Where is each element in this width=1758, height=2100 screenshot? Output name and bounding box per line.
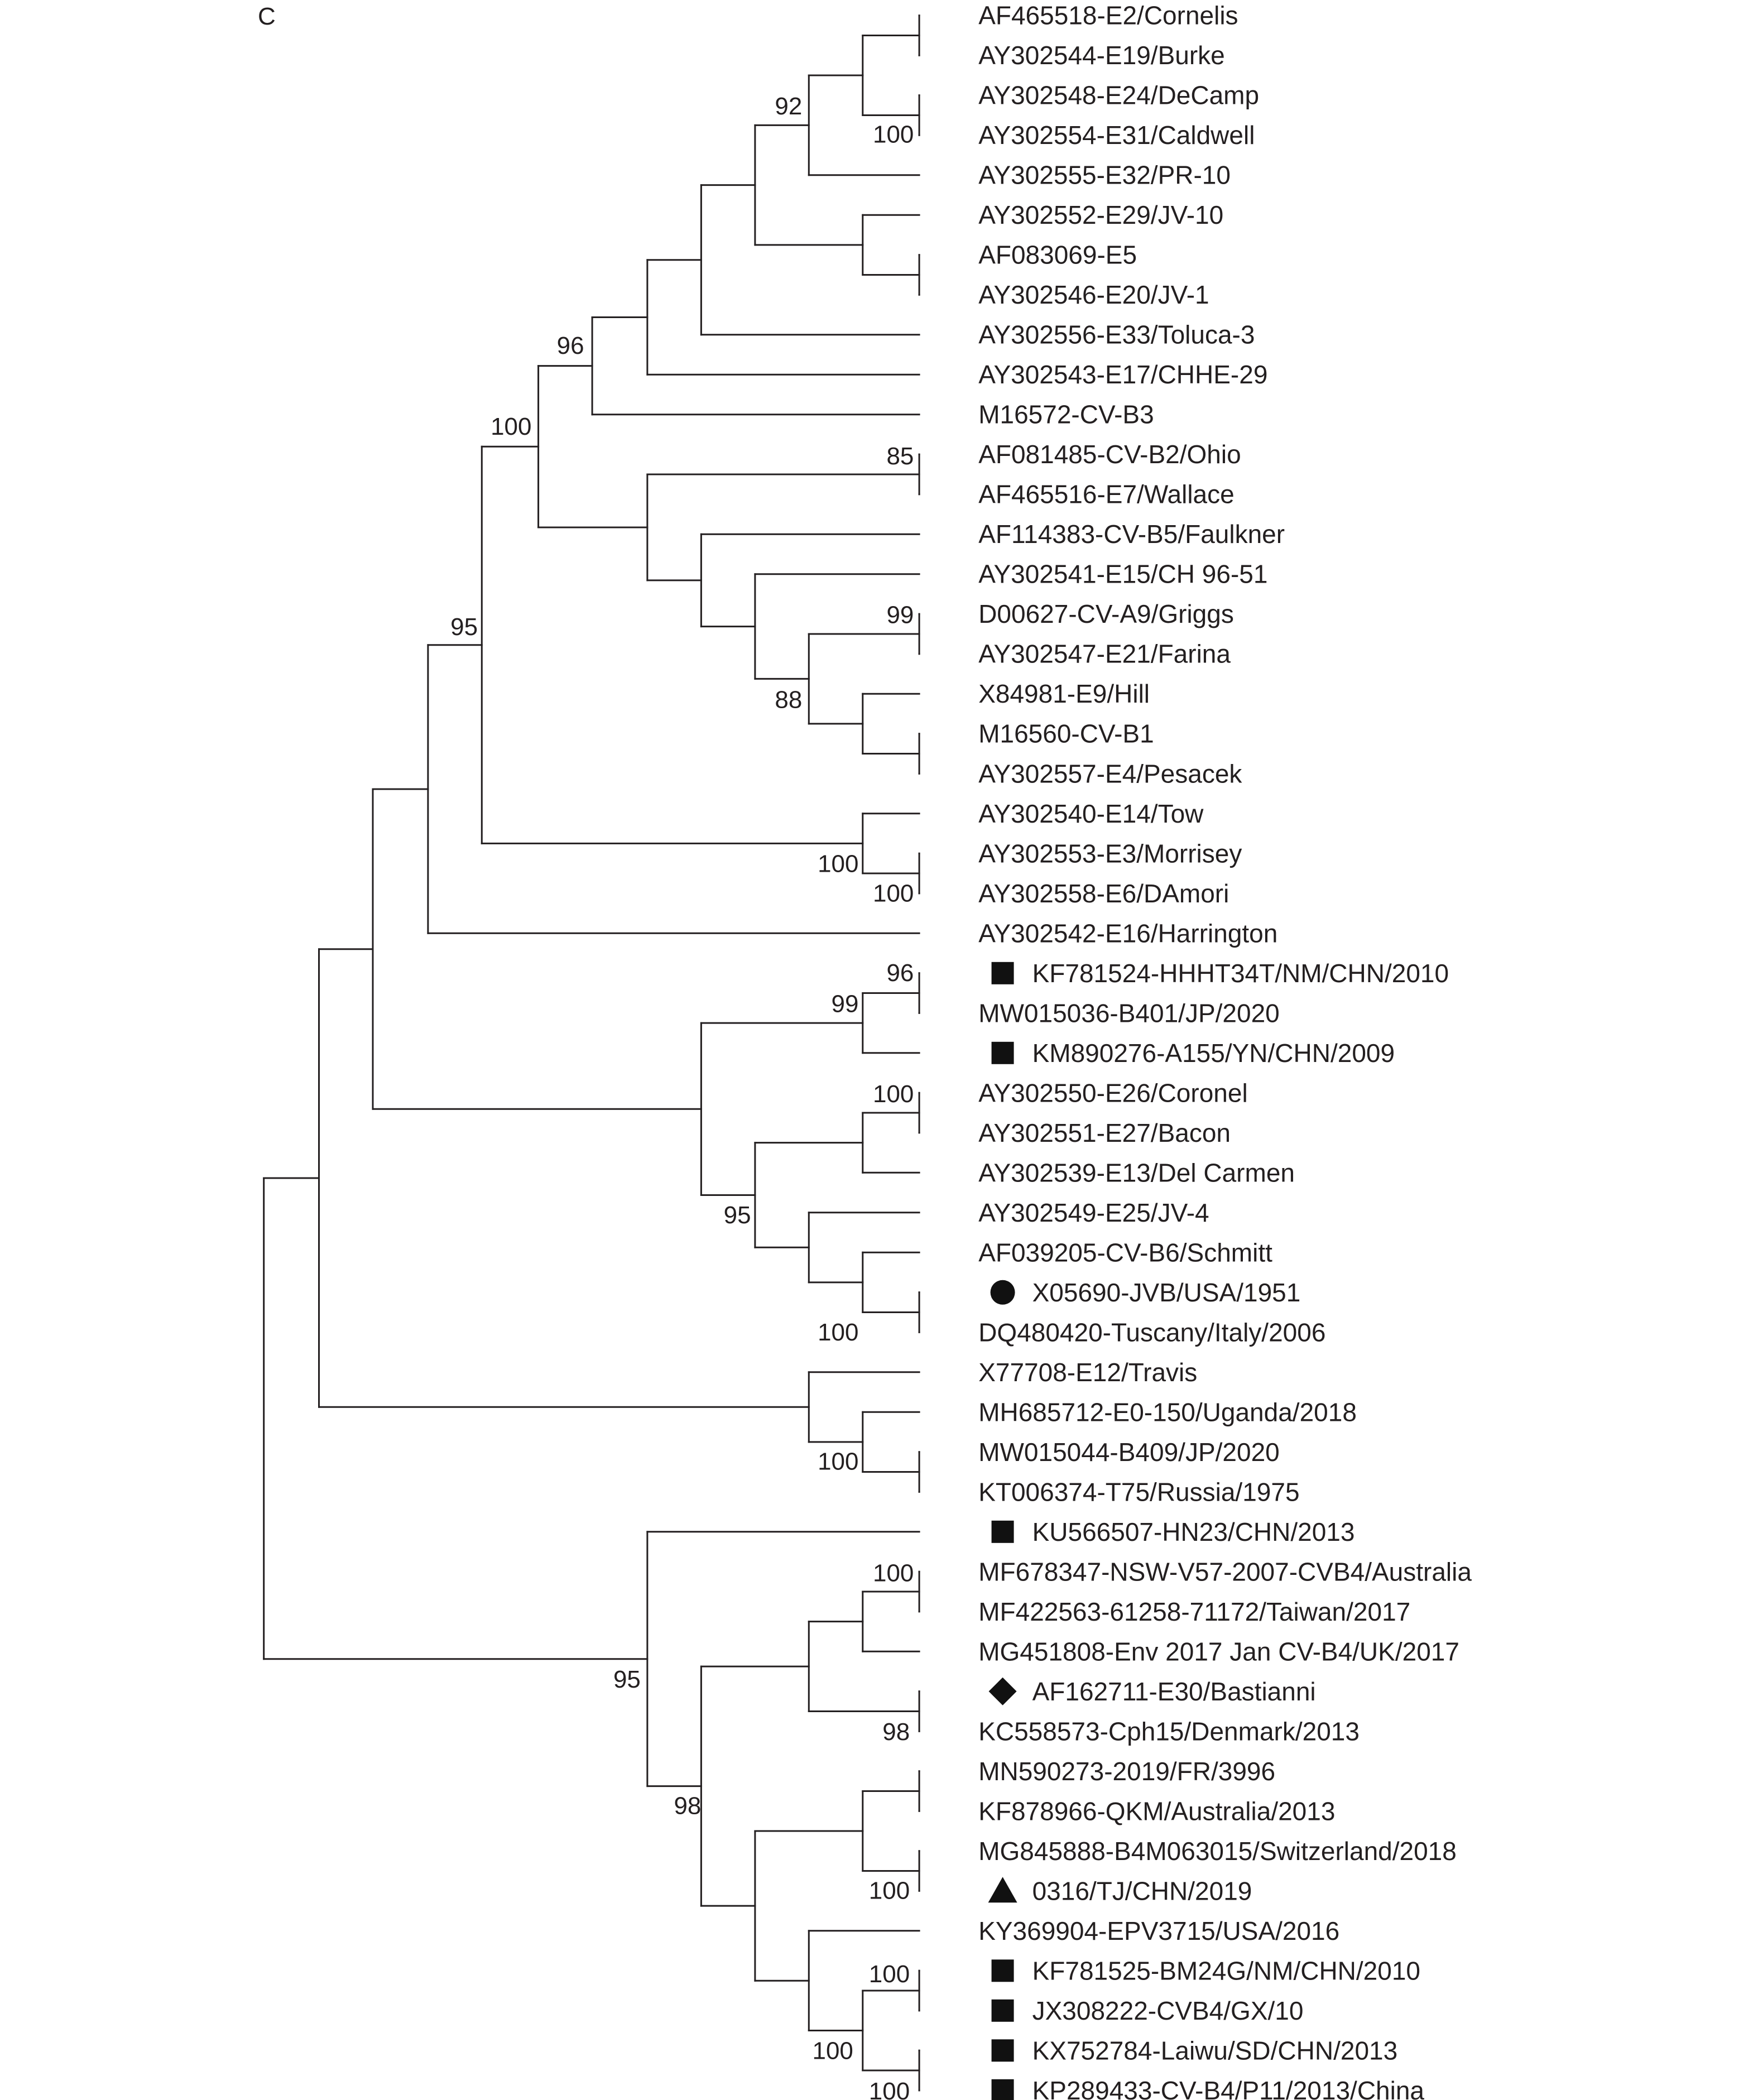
taxon-label: AY302539-E13/Del Carmen	[978, 1158, 1295, 1187]
bootstrap-label: 98	[674, 1793, 701, 1820]
bootstrap-label: 100	[869, 2078, 910, 2100]
taxon-label: AY302551-E27/Bacon	[978, 1118, 1231, 1147]
taxon-label: AY302544-E19/Burke	[978, 41, 1225, 70]
taxon-label: M16572-CV-B3	[978, 400, 1154, 429]
taxon-label: MF422563-61258-71172/Taiwan/2017	[978, 1597, 1410, 1626]
taxon-label: AF465516-E7/Wallace	[978, 480, 1235, 509]
taxon-label: AY302555-E32/PR-10	[978, 161, 1231, 190]
taxon-label: KT006374-T75/Russia/1975	[978, 1477, 1299, 1506]
taxon-label: KP289433-CV-B4/P11/2013/China	[1032, 2076, 1425, 2100]
taxon-label: MN590273-2019/FR/3996	[978, 1757, 1275, 1786]
taxon-label: MH685712-E0-150/Uganda/2018	[978, 1397, 1357, 1426]
taxon-label: KY369904-EPV3715/USA/2016	[978, 1916, 1339, 1945]
triangle-marker-icon	[988, 1877, 1017, 1903]
square-marker-icon	[991, 2079, 1014, 2100]
taxon-label: JX308222-CVB4/GX/10	[1032, 1996, 1304, 2025]
taxon-label: AY302558-E6/DAmori	[978, 879, 1229, 908]
taxon-label: X05690-JVB/USA/1951	[1032, 1278, 1301, 1307]
bootstrap-label: 100	[873, 1560, 914, 1587]
taxon-label: D00627-CV-A9/Griggs	[978, 599, 1234, 628]
circle-marker-icon	[990, 1280, 1015, 1305]
taxon-label: AY302540-E14/Tow	[978, 799, 1204, 828]
taxon-label: MW015036-B401/JP/2020	[978, 998, 1280, 1027]
bootstrap-label: 100	[818, 850, 858, 878]
taxon-label: AY302548-E24/DeCamp	[978, 81, 1259, 110]
taxon-label: KU566507-HN23/CHN/2013	[1032, 1517, 1355, 1546]
taxon-label: AF039205-CV-B6/Schmitt	[978, 1238, 1272, 1267]
taxon-label: AY302542-E16/Harrington	[978, 919, 1277, 948]
bootstrap-label: 95	[724, 1202, 751, 1229]
taxon-label: AY302553-E3/Morrisey	[978, 839, 1242, 868]
taxon-label: MG451808-Env 2017 Jan CV-B4/UK/2017	[978, 1637, 1459, 1666]
taxon-label: KC558573-Cph15/Denmark/2013	[978, 1717, 1360, 1746]
taxon-label: 0316/TJ/CHN/2019	[1032, 1876, 1252, 1905]
bootstrap-label: 92	[775, 93, 802, 120]
bootstrap-label: 99	[832, 990, 859, 1017]
bootstrap-label: 96	[557, 332, 584, 359]
bootstrap-label: 96	[886, 959, 914, 987]
bootstrap-label: 95	[450, 613, 478, 641]
taxon-label: AF081485-CV-B2/Ohio	[978, 440, 1241, 469]
taxon-markers	[988, 962, 1017, 2100]
bootstrap-label: 95	[613, 1666, 641, 1693]
taxon-label: MW015044-B409/JP/2020	[978, 1438, 1280, 1467]
bootstrap-label: 100	[818, 1319, 858, 1346]
diamond-marker-icon	[988, 1677, 1017, 1705]
taxon-label: AF162711-E30/Bastianni	[1032, 1677, 1316, 1706]
bootstrap-label: 100	[869, 1877, 910, 1905]
taxon-label: X77708-E12/Travis	[978, 1358, 1197, 1387]
taxon-label: AY302541-E15/CH 96-51	[978, 560, 1267, 589]
taxon-label: KF781524-HHHT34T/NM/CHN/2010	[1032, 959, 1449, 988]
taxon-label: AF114383-CV-B5/Faulkner	[978, 520, 1285, 549]
bootstrap-label: 100	[491, 413, 531, 440]
bootstrap-label: 88	[775, 686, 802, 713]
taxon-label: AY302557-E4/Pesacek	[978, 759, 1242, 788]
taxon-label: X84981-E9/Hill	[978, 679, 1150, 708]
bootstrap-label: 100	[873, 121, 914, 148]
bootstrap-label: 100	[812, 2037, 853, 2065]
taxon-label: KF878966-QKM/Australia/2013	[978, 1796, 1335, 1825]
square-marker-icon	[991, 1041, 1014, 1064]
bootstrap-label: 98	[882, 1718, 910, 1746]
bootstrap-label: 100	[818, 1448, 858, 1475]
square-marker-icon	[991, 1959, 1014, 1982]
taxon-label: AY302547-E21/Farina	[978, 640, 1231, 669]
taxon-label: MF678347-NSW-V57-2007-CVB4/Australia	[978, 1557, 1472, 1586]
square-marker-icon	[991, 1999, 1014, 2022]
taxon-label: MG845888-B4M063015/Switzerland/2018	[978, 1837, 1457, 1866]
bootstrap-label: 85	[886, 443, 914, 470]
taxon-label: AY302556-E33/Toluca-3	[978, 320, 1255, 349]
square-marker-icon	[991, 962, 1014, 984]
bootstrap-label: 100	[873, 880, 914, 907]
taxon-label: M16560-CV-B1	[978, 719, 1154, 748]
taxon-label: KX752784-Laiwu/SD/CHN/2013	[1032, 2036, 1398, 2065]
square-marker-icon	[991, 2039, 1014, 2062]
taxon-label: AY302546-E20/JV-1	[978, 280, 1209, 309]
bootstrap-labels: 92 100 96 100 85 95 99 88 100 100 96 99 100 95 100 100 1…	[450, 93, 914, 2100]
taxon-label: AY302552-E29/JV-10	[978, 200, 1223, 229]
bootstrap-label: 99	[886, 602, 914, 629]
bootstrap-label: 100	[869, 1960, 910, 1988]
taxon-label: KF781525-BM24G/NM/CHN/2010	[1032, 1956, 1420, 1985]
taxon-label: AY302550-E26/Coronel	[978, 1078, 1247, 1107]
taxon-label: AF083069-E5	[978, 241, 1137, 270]
taxon-labels: AF465518-E2/Cornelis AY302544-E19/Burke AY…	[978, 1, 1472, 2100]
taxon-label: KM890276-A155/YN/CHN/2009	[1032, 1039, 1395, 1068]
tree-branches	[263, 15, 920, 2092]
bootstrap-label: 100	[873, 1080, 914, 1108]
taxon-label: AY302543-E17/CHHE-29	[978, 360, 1267, 389]
taxon-label: AY302554-E31/Caldwell	[978, 121, 1255, 150]
square-marker-icon	[991, 1520, 1014, 1543]
taxon-label: AY302549-E25/JV-4	[978, 1198, 1209, 1227]
taxon-label: AF465518-E2/Cornelis	[978, 1, 1238, 30]
panel-label: C	[258, 3, 276, 30]
taxon-label: DQ480420-Tuscany/Italy/2006	[978, 1318, 1325, 1347]
